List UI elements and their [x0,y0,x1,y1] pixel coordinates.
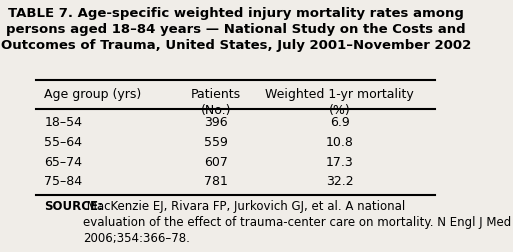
Text: 65–74: 65–74 [44,155,82,168]
Text: 6.9: 6.9 [330,115,349,128]
Text: 32.2: 32.2 [326,175,353,188]
Text: 559: 559 [204,135,228,148]
Text: 781: 781 [204,175,228,188]
Text: 396: 396 [204,115,228,128]
Text: 18–54: 18–54 [44,115,82,128]
Text: 17.3: 17.3 [326,155,353,168]
Text: SOURCE:: SOURCE: [44,200,103,212]
Text: TABLE 7. Age-specific weighted injury mortality rates among
persons aged 18–84 y: TABLE 7. Age-specific weighted injury mo… [1,7,471,52]
Text: 55–64: 55–64 [44,135,82,148]
Text: MacKenzie EJ, Rivara FP, Jurkovich GJ, et al. A national
evaluation of the effec: MacKenzie EJ, Rivara FP, Jurkovich GJ, e… [84,200,511,244]
Text: Weighted 1-yr mortality
(%): Weighted 1-yr mortality (%) [265,87,414,116]
Text: 75–84: 75–84 [44,175,83,188]
Text: 607: 607 [204,155,228,168]
Text: Patients
(No.): Patients (No.) [191,87,241,116]
Text: Age group (yrs): Age group (yrs) [44,87,142,101]
Text: 10.8: 10.8 [326,135,353,148]
